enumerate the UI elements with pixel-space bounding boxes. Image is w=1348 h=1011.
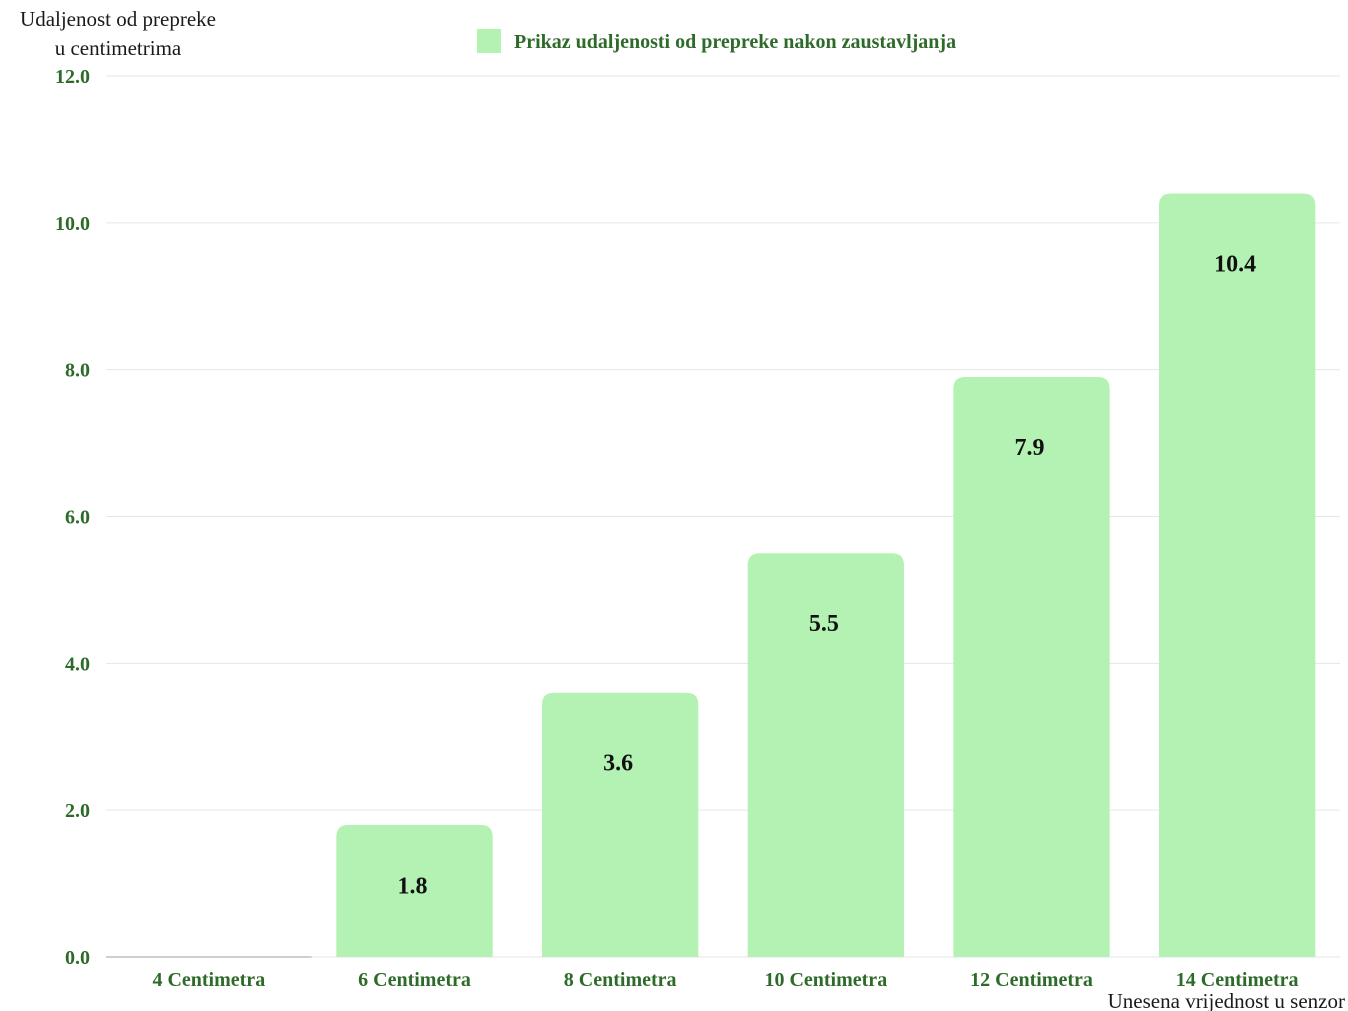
bar [336,824,493,957]
x-tick-label: 6 Centimetra [358,969,471,991]
x-tick-label: 12 Centimetra [970,969,1093,991]
y-axis-ticks: 0.0 2.0 4.0 6.0 8.0 10.0 12.0 [55,66,90,969]
x-tick-label: 14 Centimetra [1176,969,1299,991]
bar [747,553,904,957]
bar-value-label: 1.8 [398,874,428,900]
y-tick-label: 4.0 [65,653,90,675]
y-tick-label: 0.0 [65,947,90,969]
legend-label: Prikaz udaljenosti od prepreke nakon zau… [514,31,956,53]
gridlines [106,75,1340,958]
bar-value-label: 10.4 [1214,251,1256,277]
x-tick-label: 8 Centimetra [564,969,677,991]
x-axis-title: Unesena vrijednost u senzor [1108,989,1345,1011]
bar-value-label: 3.6 [603,751,633,777]
bar-value-label: 7.9 [1015,435,1045,461]
x-tick-label: 4 Centimetra [152,969,265,991]
bars [106,193,1316,958]
y-tick-label: 12.0 [55,66,90,88]
bar [542,692,699,957]
y-axis-title: Udaljenost od prepreke u centimetrima [20,7,216,60]
legend: Prikaz udaljenosti od prepreke nakon zau… [477,29,956,53]
y-tick-label: 8.0 [65,360,90,382]
y-tick-label: 10.0 [55,213,90,235]
bar [953,377,1110,958]
x-tick-label: 10 Centimetra [764,969,887,991]
y-tick-label: 6.0 [65,507,90,529]
legend-swatch [477,29,501,53]
data-labels: 1.8 3.6 5.5 7.9 10.4 [398,251,1257,899]
y-axis-title-line-1: Udaljenost od prepreke [20,7,216,31]
y-axis-title-line-2: u centimetrima [55,36,182,60]
y-tick-label: 2.0 [65,800,90,822]
bar [1159,193,1316,957]
x-axis-ticks: 4 Centimetra 6 Centimetra 8 Centimetra 10 C… [152,969,1298,991]
bar-value-label: 5.5 [809,611,839,637]
